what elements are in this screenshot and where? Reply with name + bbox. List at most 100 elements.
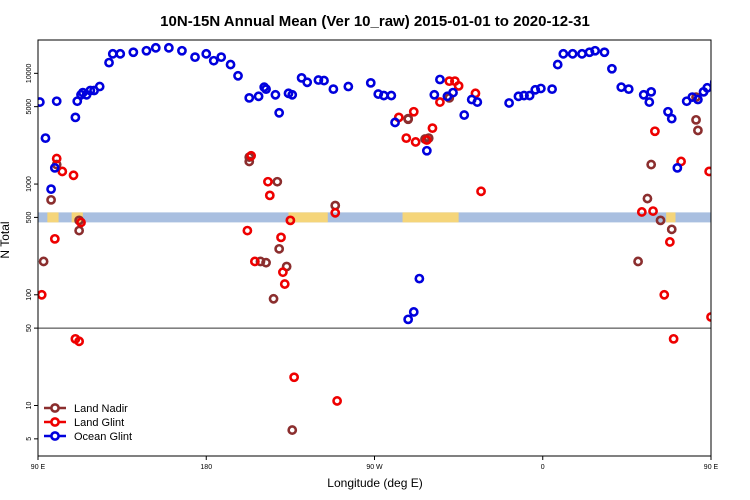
- data-point: [666, 113, 677, 124]
- data-point: [623, 84, 634, 95]
- data-point: [590, 45, 600, 56]
- data-point: [599, 47, 610, 58]
- data-point: [666, 224, 677, 235]
- data-point: [672, 162, 683, 173]
- data-point: [70, 112, 81, 123]
- y-axis-label: N Total: [0, 221, 12, 258]
- data-point: [401, 133, 412, 144]
- y-tick-label: 1000: [26, 176, 33, 192]
- data-point: [408, 307, 419, 317]
- y-tick-label: 10000: [26, 63, 33, 83]
- legend-label: Land Glint: [74, 417, 124, 429]
- data-point: [285, 215, 296, 226]
- data-point: [642, 193, 653, 204]
- data-point: [577, 48, 587, 59]
- data-point: [558, 48, 569, 59]
- data-point: [702, 82, 711, 93]
- data-point: [435, 74, 445, 85]
- data-point: [655, 215, 666, 226]
- data-point: [319, 75, 329, 86]
- data-point: [177, 45, 187, 56]
- data-point: [390, 117, 400, 128]
- legend-marker: [50, 403, 60, 413]
- data-point: [313, 75, 324, 85]
- data-point: [332, 396, 343, 406]
- data-point: [150, 42, 161, 53]
- y-tick-label: 100: [26, 289, 33, 301]
- data-point: [201, 48, 212, 59]
- data-point: [270, 89, 281, 100]
- data-point: [693, 125, 703, 136]
- data-point: [216, 52, 227, 63]
- data-point: [46, 184, 56, 195]
- data-point: [255, 256, 266, 267]
- data-point: [552, 59, 563, 70]
- data-point: [253, 91, 264, 102]
- data-point: [141, 45, 152, 56]
- data-point: [274, 243, 285, 254]
- data-point: [94, 81, 105, 92]
- land-band-segment: [666, 212, 676, 223]
- data-point: [567, 48, 578, 59]
- data-point: [535, 83, 546, 94]
- data-point: [279, 279, 290, 289]
- data-point: [128, 47, 139, 58]
- data-point: [524, 90, 535, 101]
- data-point: [421, 135, 432, 145]
- legend-item: Ocean Glint: [44, 431, 132, 443]
- data-point: [68, 170, 79, 181]
- data-point: [410, 137, 421, 147]
- data-point: [38, 256, 49, 267]
- data-point: [704, 166, 711, 177]
- data-point: [51, 96, 62, 107]
- data-point: [720, 59, 727, 66]
- data-point: [261, 257, 271, 268]
- data-point: [242, 225, 253, 236]
- y-tick-label: 5: [26, 437, 33, 441]
- data-point: [107, 48, 118, 59]
- data-point: [274, 107, 285, 118]
- data-point: [504, 98, 514, 108]
- data-point: [276, 232, 286, 243]
- axes: 90 E 180 90 W 0 90 E 5 10 50 100 500 1000 5000 10000: [26, 39, 719, 471]
- data-point: [49, 162, 60, 173]
- legend: Land Nadir Land Glint Ocean Glint: [44, 403, 132, 443]
- data-point: [648, 206, 658, 216]
- data-point: [519, 90, 529, 101]
- data-point: [246, 150, 257, 161]
- data-point: [616, 82, 627, 93]
- y-tick-label: 50: [26, 324, 33, 332]
- data-point: [706, 312, 711, 322]
- data-point: [190, 52, 200, 63]
- data-point: [448, 87, 458, 98]
- legend-label: Land Nadir: [74, 403, 128, 415]
- data-point: [659, 289, 670, 300]
- data-point: [225, 59, 236, 70]
- data-point: [403, 314, 414, 325]
- data-point: [715, 86, 722, 93]
- data-point: [709, 79, 711, 86]
- data-point: [289, 372, 300, 383]
- data-point: [263, 176, 273, 187]
- data-point: [365, 77, 376, 88]
- x-tick-label: 180: [200, 464, 212, 471]
- data-point: [49, 233, 60, 244]
- y-tick-label: 10: [26, 402, 33, 410]
- legend-marker: [50, 431, 60, 441]
- data-point: [633, 256, 643, 267]
- x-tick-label: 90 W: [366, 464, 383, 471]
- data-point: [76, 217, 86, 228]
- data-point: [244, 92, 255, 103]
- data-point: [408, 106, 419, 117]
- data-point: [547, 84, 557, 95]
- data-point: [421, 145, 432, 156]
- data-point: [459, 110, 470, 120]
- legend-marker: [50, 417, 60, 427]
- data-point: [403, 113, 414, 124]
- series-ocean-glint: [38, 42, 727, 325]
- data-point: [636, 207, 647, 217]
- data-point: [74, 225, 85, 236]
- data-point: [38, 97, 45, 107]
- legend-item: Land Glint: [44, 417, 124, 429]
- series-land-nadir: [38, 92, 703, 435]
